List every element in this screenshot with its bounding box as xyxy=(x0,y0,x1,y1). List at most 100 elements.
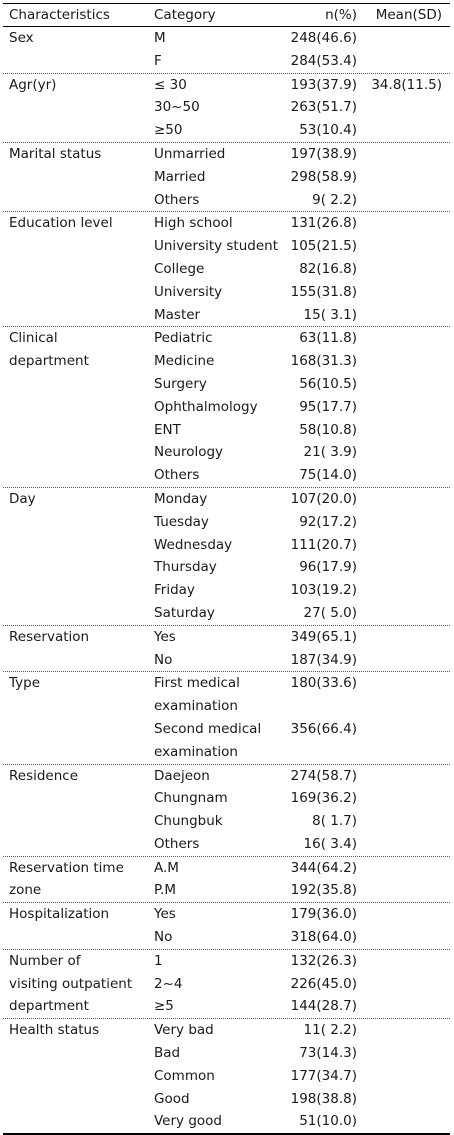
characteristic-label: Residence xyxy=(9,767,79,784)
table-group: Education level High school 131(26.8) Unive… xyxy=(3,212,450,328)
table-row: Chungnam 169(36.2) xyxy=(140,787,450,810)
category-cell: Pediatric xyxy=(154,330,213,347)
mean-sd-cell xyxy=(357,1088,450,1111)
mean-sd-cell xyxy=(357,50,450,73)
characteristic-label: Education level xyxy=(9,215,113,232)
n-percent-cell: 349(65.1) xyxy=(290,628,357,645)
n-percent-cell: 21( 3.9) xyxy=(303,444,357,461)
table-group: Number of visiting outpatient department… xyxy=(3,950,450,1020)
category-cell: Second medical examination xyxy=(154,720,262,760)
table-row: Yes 349(65.1) xyxy=(140,626,450,649)
mean-sd-cell xyxy=(357,995,450,1018)
characteristic-label: Reservation time zone xyxy=(9,859,124,899)
mean-sd-cell xyxy=(357,579,450,602)
n-percent-cell: 226(45.0) xyxy=(290,975,357,992)
n-percent-cell: 274(58.7) xyxy=(290,767,357,784)
category-cell: Neurology xyxy=(154,444,224,461)
table-row: Ophthalmology 95(17.7) xyxy=(140,396,450,419)
table-row: Monday 107(20.0) xyxy=(140,488,450,511)
n-percent-cell: 155(31.8) xyxy=(290,283,357,300)
header-category: Category xyxy=(154,7,216,23)
n-percent-cell: 58(10.8) xyxy=(299,421,357,438)
table-row: Neurology 21( 3.9) xyxy=(140,441,450,464)
category-cell: Unmarried xyxy=(154,145,226,162)
n-percent-cell: 92(17.2) xyxy=(299,513,357,530)
table-group: Type First medical examination 180(33.6) Se… xyxy=(3,672,450,765)
n-percent-cell: 169(36.2) xyxy=(290,790,357,807)
mean-sd-cell xyxy=(357,373,450,396)
mean-sd-cell xyxy=(357,810,450,833)
mean-sd-cell xyxy=(357,350,450,373)
category-rows: Yes 179(36.0) No 318(64.0) xyxy=(140,903,450,949)
category-rows: ≤ 30 193(37.9) 34.8(11.5) 30~50 263(51.7) ≥50… xyxy=(140,74,450,142)
table-group: Marital status Unmarried 197(38.9) Married 2… xyxy=(3,143,450,213)
n-percent-cell: 63(11.8) xyxy=(299,330,357,347)
n-percent-cell: 96(17.9) xyxy=(299,559,357,576)
mean-sd-cell xyxy=(357,1065,450,1088)
category-rows: Pediatric 63(11.8) Medicine 168(31.3) Surger… xyxy=(140,327,450,487)
n-percent-cell: 8( 1.7) xyxy=(312,813,357,830)
n-percent-cell: 95(17.7) xyxy=(299,398,357,415)
n-percent-cell: 144(28.7) xyxy=(290,998,357,1015)
n-percent-cell: 107(20.0) xyxy=(290,490,357,507)
mean-sd-cell xyxy=(357,511,450,534)
category-cell: Daejeon xyxy=(154,767,210,784)
table-row: Thursday 96(17.9) xyxy=(140,556,450,579)
table-row: ≥5 144(28.7) xyxy=(140,995,450,1018)
table-group: Reservation time zone A.M 344(64.2) P.M 192(… xyxy=(3,857,450,904)
mean-sd-cell xyxy=(357,973,450,996)
n-percent-cell: 82(16.8) xyxy=(299,260,357,277)
n-percent-cell: 75(14.0) xyxy=(299,467,357,484)
characteristic-label: Number of visiting outpatient department xyxy=(9,952,133,1015)
category-cell: F xyxy=(154,52,162,69)
table-row: Daejeon 274(58.7) xyxy=(140,765,450,788)
category-rows: Very bad 11( 2.2) Bad 73(14.3) Common 177(34.… xyxy=(140,1019,450,1133)
table-row: Good 198(38.8) xyxy=(140,1088,450,1111)
category-cell: No xyxy=(154,651,173,668)
category-rows: High school 131(26.8) University student 10… xyxy=(140,212,450,326)
table-row: F 284(53.4) xyxy=(140,50,450,73)
mean-sd-cell xyxy=(357,304,450,327)
header-mean-sd: Mean(SD) xyxy=(375,7,442,23)
mean-sd-cell xyxy=(357,419,450,442)
table-row: P.M 192(35.8) xyxy=(140,879,450,902)
n-percent-cell: 248(46.6) xyxy=(290,30,357,46)
demographics-table: Characteristics Category n(%) Mean(SD) S… xyxy=(3,3,450,1135)
n-percent-cell: 11( 2.2) xyxy=(303,1022,357,1039)
n-percent-cell: 197(38.9) xyxy=(290,145,357,162)
table-row: Chungbuk 8( 1.7) xyxy=(140,810,450,833)
category-cell: Bad xyxy=(154,1045,181,1062)
n-percent-cell: 16( 3.4) xyxy=(303,835,357,852)
table-row: University 155(31.8) xyxy=(140,281,450,304)
n-percent-cell: 73(14.3) xyxy=(299,1045,357,1062)
category-cell: Master xyxy=(154,306,201,323)
table-row: First medical examination 180(33.6) xyxy=(140,672,450,718)
n-percent-cell: 298(58.9) xyxy=(290,168,357,185)
table-row: Saturday 27( 5.0) xyxy=(140,602,450,625)
n-percent-cell: 187(34.9) xyxy=(290,651,357,668)
category-cell: Others xyxy=(154,191,200,208)
category-cell: Wednesday xyxy=(154,536,233,553)
mean-sd-cell xyxy=(357,212,450,235)
n-percent-cell: 105(21.5) xyxy=(290,238,357,255)
category-rows: M 248(46.6) F 284(53.4) xyxy=(140,27,450,73)
category-cell: ≥5 xyxy=(154,998,174,1015)
mean-sd-cell xyxy=(357,488,450,511)
category-rows: A.M 344(64.2) P.M 192(35.8) xyxy=(140,857,450,903)
category-cell: Thursday xyxy=(154,559,217,576)
table-row: M 248(46.6) xyxy=(140,27,450,50)
table-row: Second medical examination 356(66.4) xyxy=(140,718,450,764)
table-row: Pediatric 63(11.8) xyxy=(140,327,450,350)
mean-sd-cell xyxy=(357,119,450,142)
category-cell: 1 xyxy=(154,952,163,969)
header-n-percent: n(%) xyxy=(325,7,357,23)
category-cell: Others xyxy=(154,467,200,484)
table-group: Reservation Yes 349(65.1) No 187(34.9) xyxy=(3,626,450,673)
table-row: College 82(16.8) xyxy=(140,258,450,281)
mean-sd-cell xyxy=(357,464,450,487)
mean-sd-cell xyxy=(357,556,450,579)
n-percent-cell: 168(31.3) xyxy=(290,353,357,370)
mean-sd-cell xyxy=(357,626,450,649)
category-cell: Tuesday xyxy=(154,513,209,530)
characteristic-label: Day xyxy=(9,490,36,507)
